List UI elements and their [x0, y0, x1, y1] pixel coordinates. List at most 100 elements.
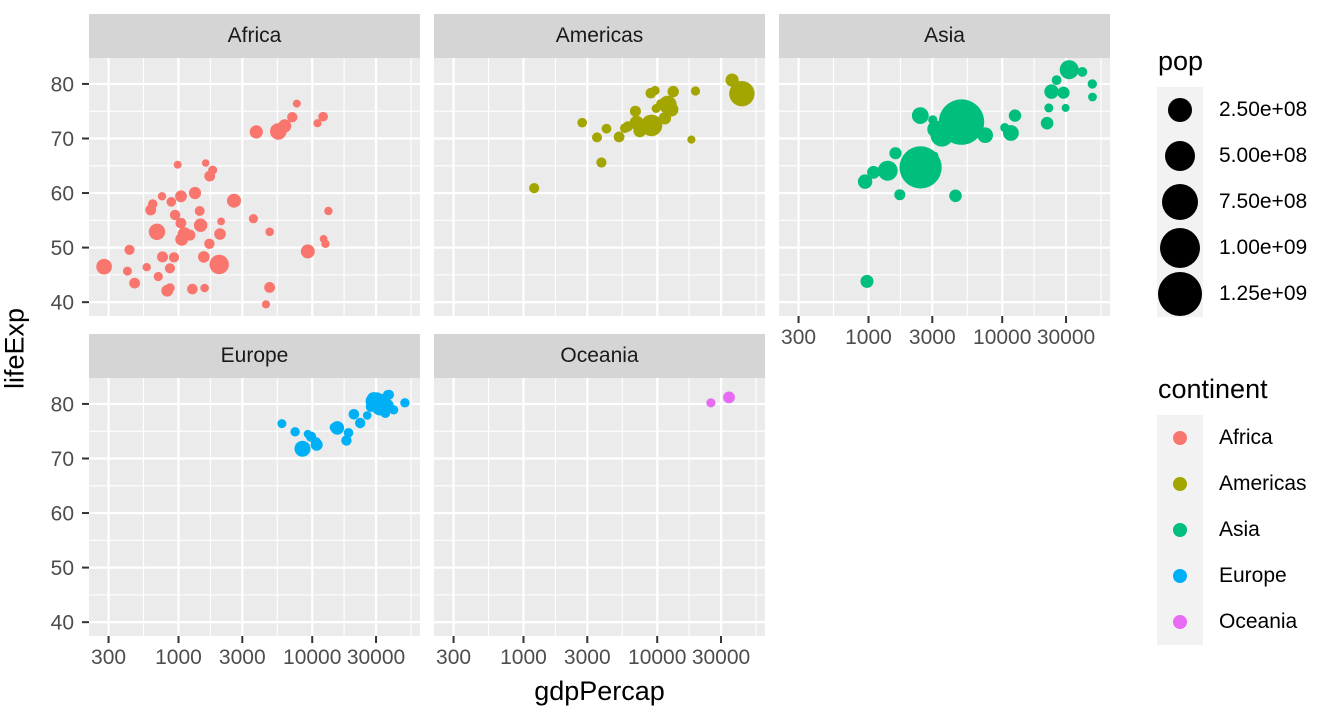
data-point	[175, 233, 189, 246]
y-axis-title: lifeExp	[0, 307, 30, 390]
data-point	[633, 124, 647, 138]
data-point	[292, 99, 301, 108]
data-point	[1077, 67, 1088, 77]
data-point	[124, 244, 135, 255]
data-point	[261, 300, 271, 309]
data-point	[313, 119, 322, 128]
data-point	[96, 258, 112, 275]
facet-label: Americas	[555, 24, 644, 47]
color-dot-icon	[1173, 477, 1187, 491]
data-point	[168, 252, 180, 263]
data-point	[1057, 86, 1070, 99]
data-point	[188, 186, 202, 200]
data-point	[928, 115, 938, 125]
color-dot-icon	[1173, 615, 1187, 629]
data-point	[198, 251, 210, 263]
panel-oceania	[434, 378, 765, 636]
data-point	[214, 228, 226, 240]
data-point	[145, 204, 157, 216]
size-dot-icon	[1162, 184, 1198, 220]
data-point	[227, 193, 241, 208]
data-point	[945, 110, 958, 122]
data-point	[596, 157, 607, 168]
data-point	[1061, 103, 1070, 112]
size-dot-icon	[1157, 271, 1203, 317]
data-point	[305, 431, 317, 442]
legend-key	[1157, 225, 1203, 271]
panel-asia	[779, 58, 1110, 316]
facet-strip-oceania: Oceania	[434, 334, 765, 378]
data-point	[620, 123, 630, 133]
legend-key	[1157, 415, 1203, 461]
x-tick-label: 10000	[283, 646, 341, 669]
data-point	[1051, 75, 1062, 85]
data-point	[658, 112, 672, 125]
color-dot-icon	[1173, 431, 1187, 445]
data-point	[1059, 60, 1079, 80]
y-tick-label: 60	[51, 183, 74, 206]
x-tick-label: 3000	[219, 646, 266, 669]
data-point	[287, 112, 298, 123]
data-point	[362, 411, 372, 420]
legend-key	[1157, 599, 1203, 645]
data-point	[169, 209, 181, 221]
facet-strip-asia: Asia	[779, 14, 1110, 58]
data-point	[129, 277, 141, 289]
size-dot-icon	[1159, 227, 1201, 269]
legend-key	[1157, 133, 1203, 179]
data-point	[910, 172, 923, 185]
pop-legend-title: pop	[1158, 46, 1204, 76]
data-point	[157, 251, 168, 263]
data-point	[601, 123, 612, 134]
y-tick-label: 70	[51, 128, 74, 151]
x-tick-label: 1000	[500, 646, 547, 669]
pop-legend-entry: 7.50e+08	[1157, 179, 1307, 225]
x-tick-label: 3000	[564, 646, 611, 669]
facet-label: Asia	[924, 24, 965, 47]
data-point	[157, 192, 167, 201]
data-point	[204, 238, 215, 249]
pop-size-legend: pop 2.50e+08 5.00e+08 7.50e+08 1.00e+09 …	[1157, 46, 1307, 317]
data-point	[706, 398, 716, 408]
data-point	[1040, 116, 1054, 130]
facet-label: Europe	[220, 344, 289, 367]
x-tick-label: 1000	[155, 646, 202, 669]
data-point	[270, 123, 287, 140]
pop-legend-entry: 5.00e+08	[1157, 133, 1307, 179]
y-tick-label: 50	[51, 557, 74, 580]
x-tick-label: 300	[436, 646, 471, 669]
x-axis-title: gdpPercap	[534, 676, 665, 706]
color-dot-icon	[1173, 569, 1187, 583]
legend-key	[1157, 507, 1203, 553]
data-point	[343, 428, 354, 438]
data-point	[248, 214, 258, 224]
data-point	[200, 283, 209, 293]
data-point	[629, 105, 641, 117]
continent-legend-entry: Africa	[1157, 415, 1307, 461]
y-tick-label: 60	[51, 503, 74, 526]
data-point	[142, 263, 151, 272]
y-tick-label: 70	[51, 448, 74, 471]
y-tick-label: 80	[51, 73, 74, 96]
data-point	[613, 131, 625, 143]
data-point	[348, 409, 360, 420]
data-point	[148, 223, 166, 240]
x-tick-label: 30000	[1037, 326, 1095, 349]
y-tick-label: 40	[51, 292, 74, 315]
data-point	[857, 174, 873, 189]
data-point	[290, 427, 300, 437]
data-point	[911, 107, 929, 124]
data-point	[175, 190, 187, 203]
data-point	[592, 132, 602, 143]
x-tick-label: 30000	[347, 646, 405, 669]
legend-key	[1157, 553, 1203, 599]
x-tick-label: 30000	[692, 646, 750, 669]
data-point	[294, 440, 311, 457]
data-point	[877, 160, 898, 181]
data-point	[310, 438, 323, 451]
data-point	[867, 165, 880, 179]
legend-key	[1157, 87, 1203, 133]
data-point	[656, 99, 666, 109]
data-point	[175, 217, 187, 229]
